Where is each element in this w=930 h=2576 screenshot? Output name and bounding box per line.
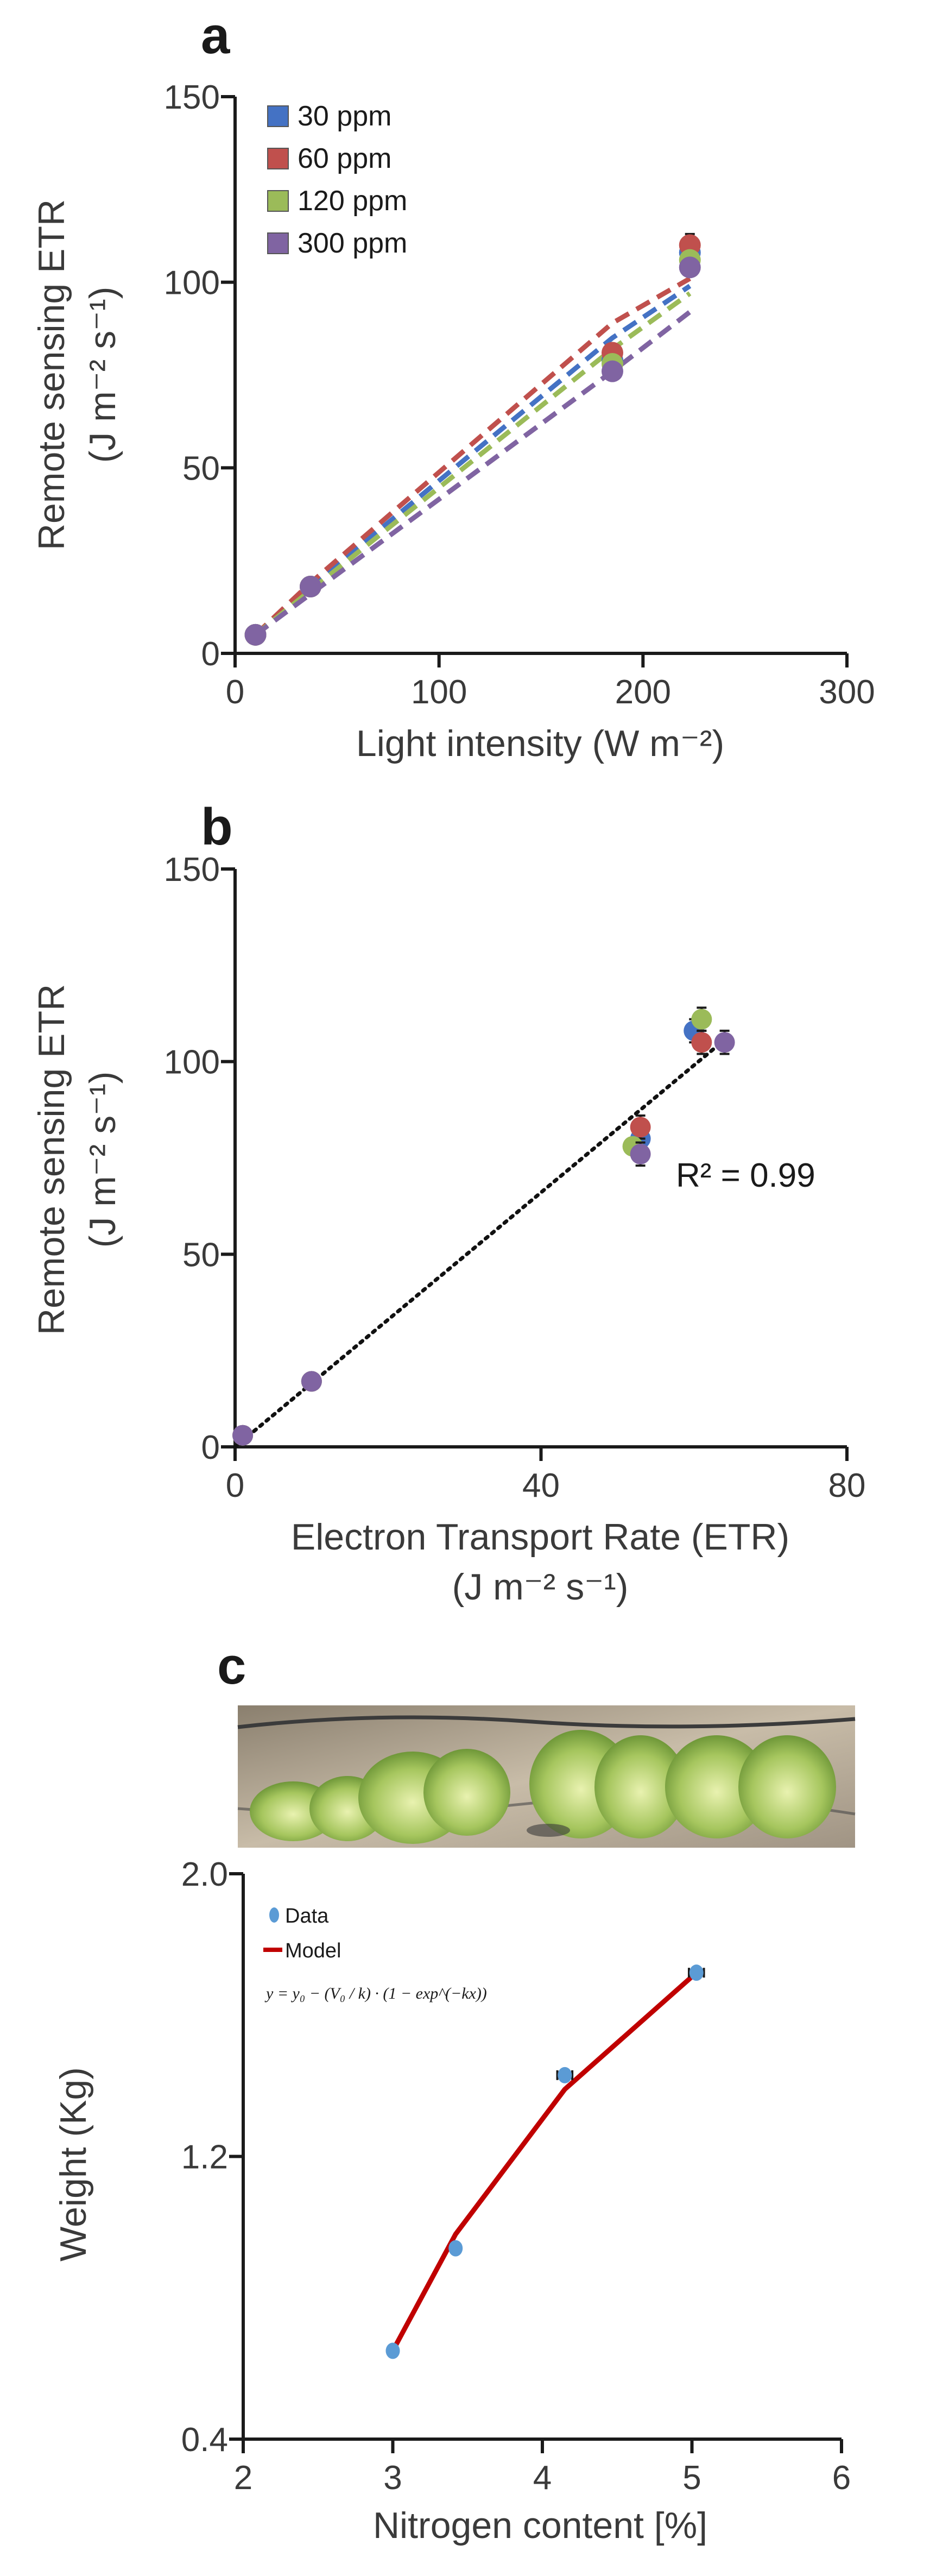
data-point <box>448 2240 463 2257</box>
b-x-tick-label: 40 <box>522 1467 560 1504</box>
panel-a-points <box>244 232 701 646</box>
data-point <box>689 1964 704 1981</box>
b-y-tick-label: 100 <box>164 1044 220 1081</box>
model-curve <box>390 1970 698 2352</box>
data-point-300-ppm <box>630 1143 651 1164</box>
data-point-300-ppm <box>601 360 623 382</box>
panel-c-model-curve <box>390 1970 698 2352</box>
lettuce-photo <box>237 1705 856 1848</box>
a-x-tick-label: 300 <box>819 673 875 711</box>
panel-a-y-ticks: 0 50 100 150 <box>164 79 235 673</box>
legend-label: 60 ppm <box>298 143 391 174</box>
c-x-tick-label: 2 <box>234 2459 252 2497</box>
legend-swatch <box>267 232 289 254</box>
panel-a-legend: 30 ppm 60 ppm 120 ppm 300 ppm <box>267 100 407 259</box>
legend-label: 120 ppm <box>298 185 407 217</box>
panel-a-fit-lines <box>254 276 692 637</box>
legend-data-marker <box>269 1907 279 1923</box>
panel-c-y-label: Weight (Kg) <box>53 2067 94 2262</box>
model-equation: y = y₀ − (V₀ / k) · (1 − exp^(−kx)) <box>264 1985 487 2002</box>
fit-line-60-ppm <box>254 276 691 637</box>
panel-b-x-ticks: 0 40 80 <box>226 1447 866 1504</box>
c-y-tick-label: 1.2 <box>181 2139 228 2176</box>
data-point-300-ppm <box>299 576 321 597</box>
data-point-300-ppm <box>301 1371 322 1392</box>
panel-b-x-label-line2: (J m⁻² s⁻¹) <box>452 1566 629 1608</box>
data-point-300-ppm <box>714 1032 735 1053</box>
data-point-60-ppm <box>630 1117 651 1138</box>
a-x-tick-label: 100 <box>411 673 467 711</box>
panel-c-legend: Data Model y = y₀ − (V₀ / k) · (1 − exp^… <box>263 1905 487 2002</box>
legend-label: 30 ppm <box>298 100 391 132</box>
panel-b-letter: b <box>201 798 233 856</box>
data-point-60-ppm <box>691 1032 712 1053</box>
panel-b-y-ticks: 0 50 100 150 <box>164 851 235 1466</box>
panel-c-letter: c <box>217 1637 246 1695</box>
data-point-60-ppm <box>679 234 701 256</box>
panel-c-y-ticks: 0.4 1.2 2.0 <box>181 1856 243 2459</box>
panel-b-points <box>232 1006 735 1446</box>
data-point-300-ppm <box>244 623 267 646</box>
legend-swatch <box>267 105 289 127</box>
panel-a-x-label: Light intensity (W m⁻²) <box>356 723 724 764</box>
a-y-tick-label: 50 <box>182 450 220 487</box>
panel-b-x-label-line1: Electron Transport Rate (ETR) <box>291 1516 789 1558</box>
panel-b-y-label-line1: Remote sensing ETR <box>31 984 72 1335</box>
a-x-tick-label: 200 <box>615 673 671 711</box>
fit-line-300-ppm <box>254 310 692 637</box>
legend-model-label: Model <box>285 1939 341 1962</box>
panel-b-y-label-line2: (J m⁻² s⁻¹) <box>82 1072 123 1248</box>
panel-c-x-label: Nitrogen content [%] <box>373 2505 707 2546</box>
panel-a-letter: a <box>201 7 230 65</box>
legend-data-label: Data <box>285 1905 329 1928</box>
data-point <box>558 2067 572 2083</box>
panel-c: c 0.4 1.2 2.0 2 3 4 5 6 Data Model <box>53 1637 856 2546</box>
data-point <box>385 2342 400 2359</box>
legend-label: 300 ppm <box>298 228 407 259</box>
data-point-300-ppm <box>232 1425 254 1446</box>
panel-a-x-ticks: 0 100 200 300 <box>226 653 875 711</box>
c-x-tick-label: 5 <box>682 2459 701 2497</box>
a-x-tick-label: 0 <box>226 673 244 711</box>
data-point-300-ppm <box>679 256 701 279</box>
legend-swatch <box>267 148 289 169</box>
panel-c-x-ticks: 2 3 4 5 6 <box>234 2439 851 2497</box>
c-x-tick-label: 3 <box>383 2459 402 2497</box>
panel-a: a 0 50 100 150 0 100 200 300 Light intensity (… <box>31 7 875 764</box>
c-y-tick-label: 2.0 <box>181 1856 228 1893</box>
a-y-tick-label: 100 <box>164 264 220 302</box>
a-y-tick-label: 150 <box>164 79 220 116</box>
b-y-tick-label: 150 <box>164 851 220 889</box>
c-x-tick-label: 4 <box>533 2459 552 2497</box>
panel-c-data-points <box>385 1964 705 2359</box>
panel-a-y-label-line2: (J m⁻² s⁻¹) <box>82 287 123 463</box>
a-y-tick-label: 0 <box>201 635 220 673</box>
c-x-tick-label: 6 <box>832 2459 851 2497</box>
panel-b: b 0 50 100 150 0 40 80 R² = 0.99 Electron Tra… <box>31 798 865 1608</box>
legend-swatch <box>267 190 289 212</box>
b-y-tick-label: 50 <box>182 1236 220 1274</box>
panel-b-r2-annotation: R² = 0.99 <box>676 1157 815 1194</box>
panel-a-y-label-line1: Remote sensing ETR <box>31 199 72 550</box>
c-y-tick-label: 0.4 <box>181 2421 228 2459</box>
data-point-120-ppm <box>691 1009 712 1030</box>
b-x-tick-label: 80 <box>828 1467 866 1504</box>
b-x-tick-label: 0 <box>226 1467 244 1504</box>
b-y-tick-label: 0 <box>201 1429 220 1466</box>
